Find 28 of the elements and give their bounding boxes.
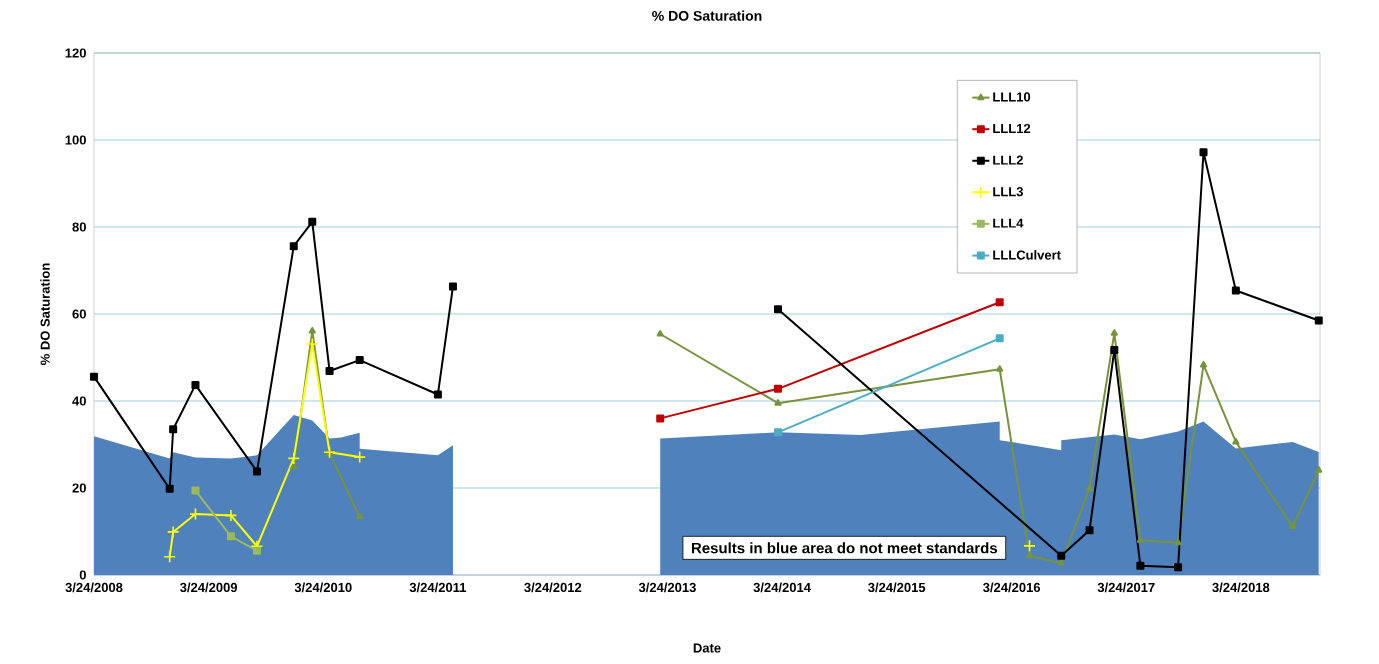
x-tick-label: 3/24/2011: [409, 582, 467, 593]
legend-label: LLL4: [993, 218, 1024, 228]
legend-label: LLL12: [993, 123, 1031, 133]
x-tick-label: 3/24/2009: [180, 582, 238, 593]
x-tick-label: 3/24/2013: [638, 582, 696, 593]
y-tick-label: 60: [72, 309, 86, 319]
x-tick-label: 3/24/2016: [983, 582, 1041, 593]
x-tick-label: 3/24/2015: [868, 582, 926, 593]
y-axis-title: % DO Saturation: [40, 263, 50, 365]
legend-label: LLL2: [993, 155, 1023, 165]
legend-label: LLL10: [993, 92, 1031, 102]
x-tick-label: 3/24/2014: [753, 582, 811, 593]
legend-label: LLL3: [993, 187, 1023, 197]
y-tick-label: 80: [72, 222, 86, 232]
y-tick-label: 120: [65, 48, 86, 58]
y-tick-label: 0: [79, 570, 86, 580]
y-tick-label: 40: [72, 396, 86, 406]
legend-label: LLLCulvert: [993, 250, 1061, 260]
x-axis-title: Date: [693, 643, 721, 653]
x-tick-label: 3/24/2012: [524, 582, 582, 593]
y-tick-label: 100: [65, 135, 86, 145]
chart-title: % DO Saturation: [652, 10, 762, 21]
x-tick-label: 3/24/2018: [1212, 582, 1270, 593]
x-tick-label: 3/24/2008: [65, 582, 123, 593]
y-tick-label: 20: [72, 483, 86, 493]
annotation: Results in blue area do not meet standards: [691, 542, 998, 554]
x-tick-label: 3/24/2010: [294, 582, 352, 593]
x-tick-label: 3/24/2017: [1097, 582, 1155, 593]
